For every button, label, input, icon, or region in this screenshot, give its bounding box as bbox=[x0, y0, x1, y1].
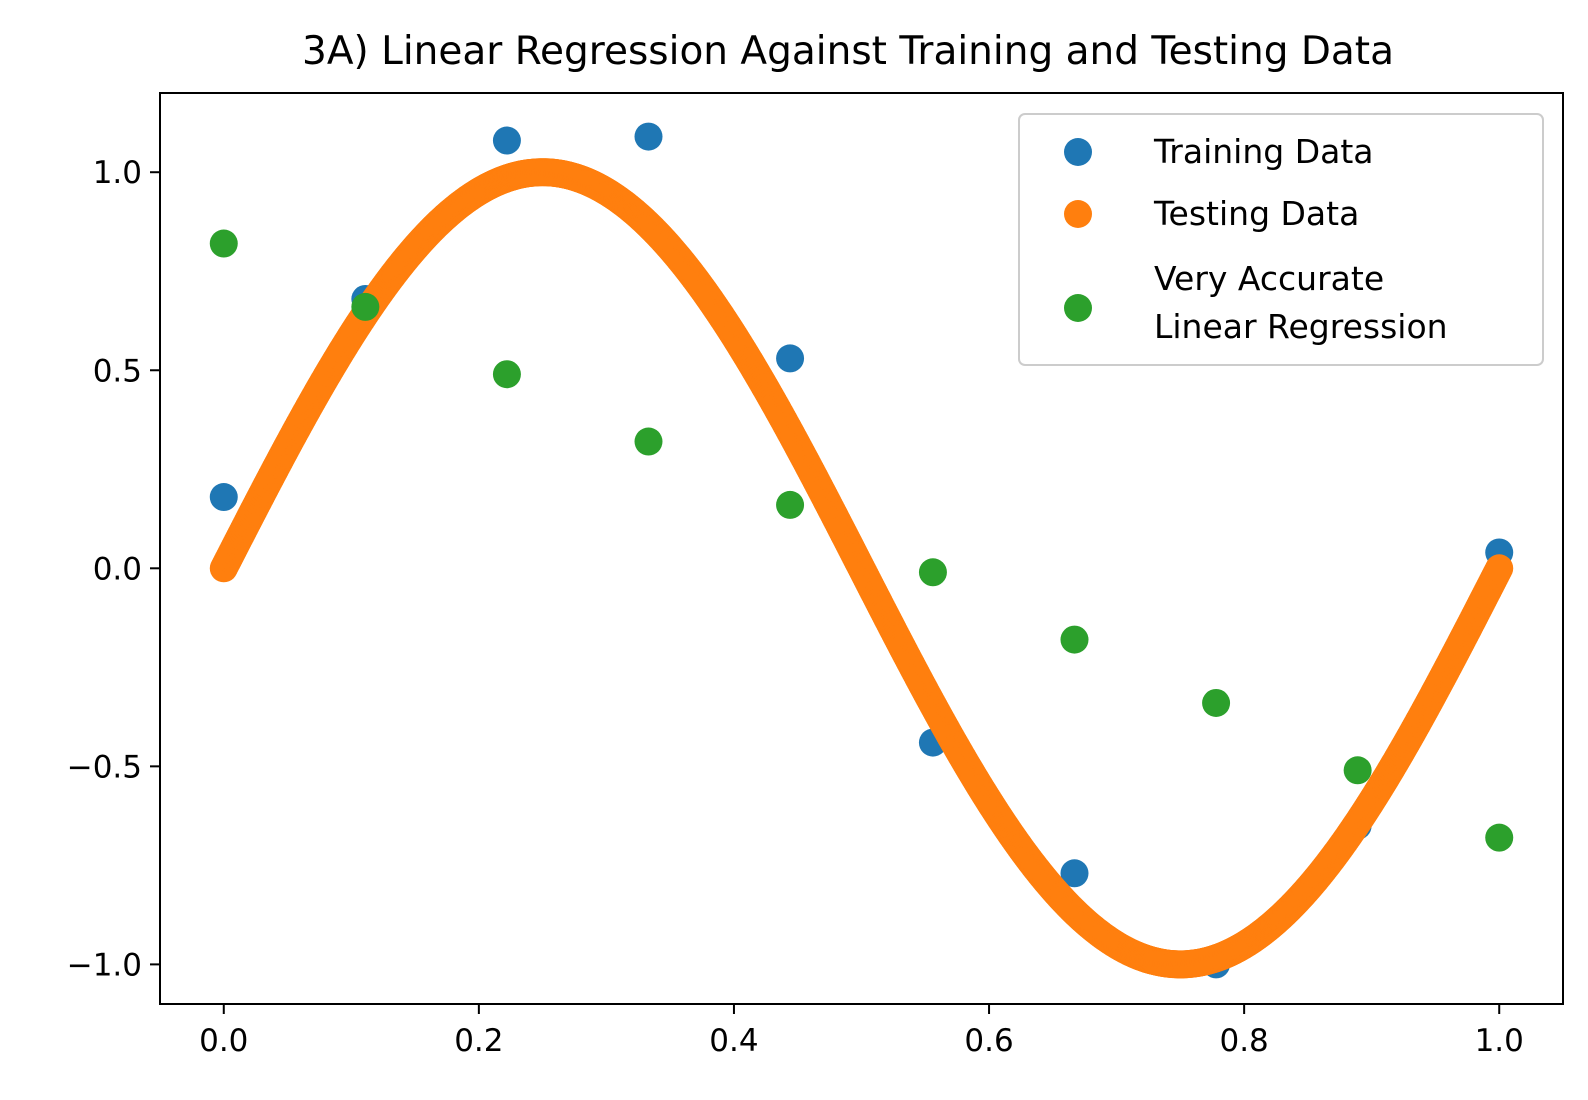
x-tick-label: 0.0 bbox=[199, 1023, 248, 1059]
series-layer bbox=[209, 122, 1514, 979]
legend-entry-1: Testing Data bbox=[1064, 194, 1359, 233]
regression-point bbox=[918, 558, 947, 587]
training-data-point bbox=[492, 126, 521, 155]
regression-point bbox=[776, 490, 805, 519]
regression-point bbox=[1343, 756, 1372, 785]
legend-marker bbox=[1064, 294, 1092, 322]
testing-data-point bbox=[1485, 554, 1514, 583]
x-tick-label: 0.8 bbox=[1219, 1023, 1268, 1059]
x-tick-label: 0.2 bbox=[454, 1023, 503, 1059]
legend-label: Linear Regression bbox=[1154, 307, 1448, 346]
chart-title: 3A) Linear Regression Against Training a… bbox=[302, 29, 1394, 74]
regression-point bbox=[1060, 625, 1089, 654]
y-axis: −1.0 −0.5 0.0 0.5 1.0 bbox=[67, 155, 160, 983]
y-tick-label: 0.0 bbox=[93, 551, 142, 587]
y-tick-label: −0.5 bbox=[67, 749, 142, 785]
legend-label: Training Data bbox=[1153, 132, 1374, 171]
legend-box bbox=[1018, 113, 1544, 366]
training-data-point bbox=[209, 483, 238, 512]
legend-marker bbox=[1064, 200, 1092, 228]
legend-entry-0: Training Data bbox=[1064, 132, 1374, 171]
y-tick-label: 1.0 bbox=[93, 155, 142, 191]
regression-point bbox=[492, 360, 521, 389]
x-axis: 0.0 0.2 0.4 0.6 0.8 1.0 bbox=[199, 1004, 1524, 1059]
legend-label: Very Accurate bbox=[1154, 259, 1384, 298]
legend-entry-2: Very Accurate Linear Regression bbox=[1064, 259, 1448, 346]
regression-point bbox=[634, 427, 663, 456]
training-data-point bbox=[776, 344, 805, 373]
series-2 bbox=[209, 229, 1514, 852]
x-tick-label: 0.4 bbox=[709, 1023, 758, 1059]
series-1 bbox=[209, 158, 1514, 979]
regression-point bbox=[1202, 688, 1231, 717]
x-tick-label: 1.0 bbox=[1475, 1023, 1524, 1059]
regression-point bbox=[209, 229, 238, 258]
y-tick-label: 0.5 bbox=[93, 353, 142, 389]
legend: Training Data Testing Data Very Accurate Li… bbox=[1018, 113, 1544, 366]
legend-label: Testing Data bbox=[1153, 194, 1359, 233]
plot-frame bbox=[159, 92, 1564, 1005]
x-tick-label: 0.6 bbox=[964, 1023, 1013, 1059]
training-data-point bbox=[1060, 859, 1089, 888]
regression-point bbox=[1485, 823, 1514, 852]
training-data-point bbox=[634, 122, 663, 151]
y-tick-label: −1.0 bbox=[67, 947, 142, 983]
regression-point bbox=[351, 292, 380, 321]
legend-marker bbox=[1064, 138, 1092, 166]
